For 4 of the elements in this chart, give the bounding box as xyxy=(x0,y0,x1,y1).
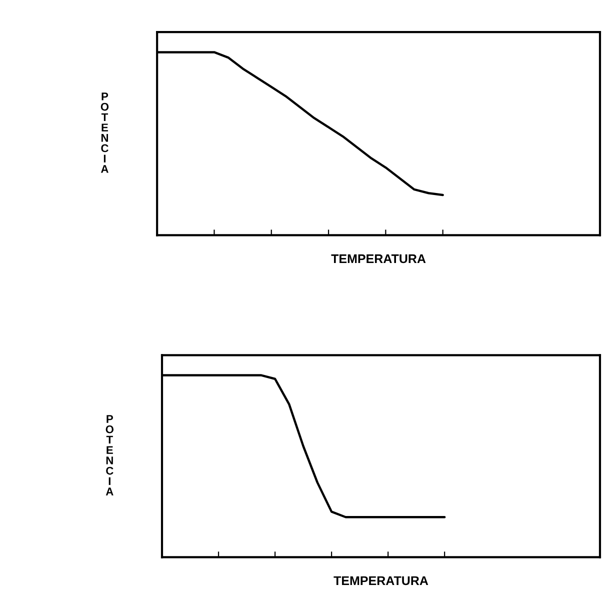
x-axis-title: TEMPERATURA xyxy=(334,576,428,586)
y-axis-title: POTENCIA xyxy=(106,415,114,496)
x-axis-title: TEMPERATURA xyxy=(331,254,426,264)
y-axis-title: POTENCIA xyxy=(100,92,109,173)
